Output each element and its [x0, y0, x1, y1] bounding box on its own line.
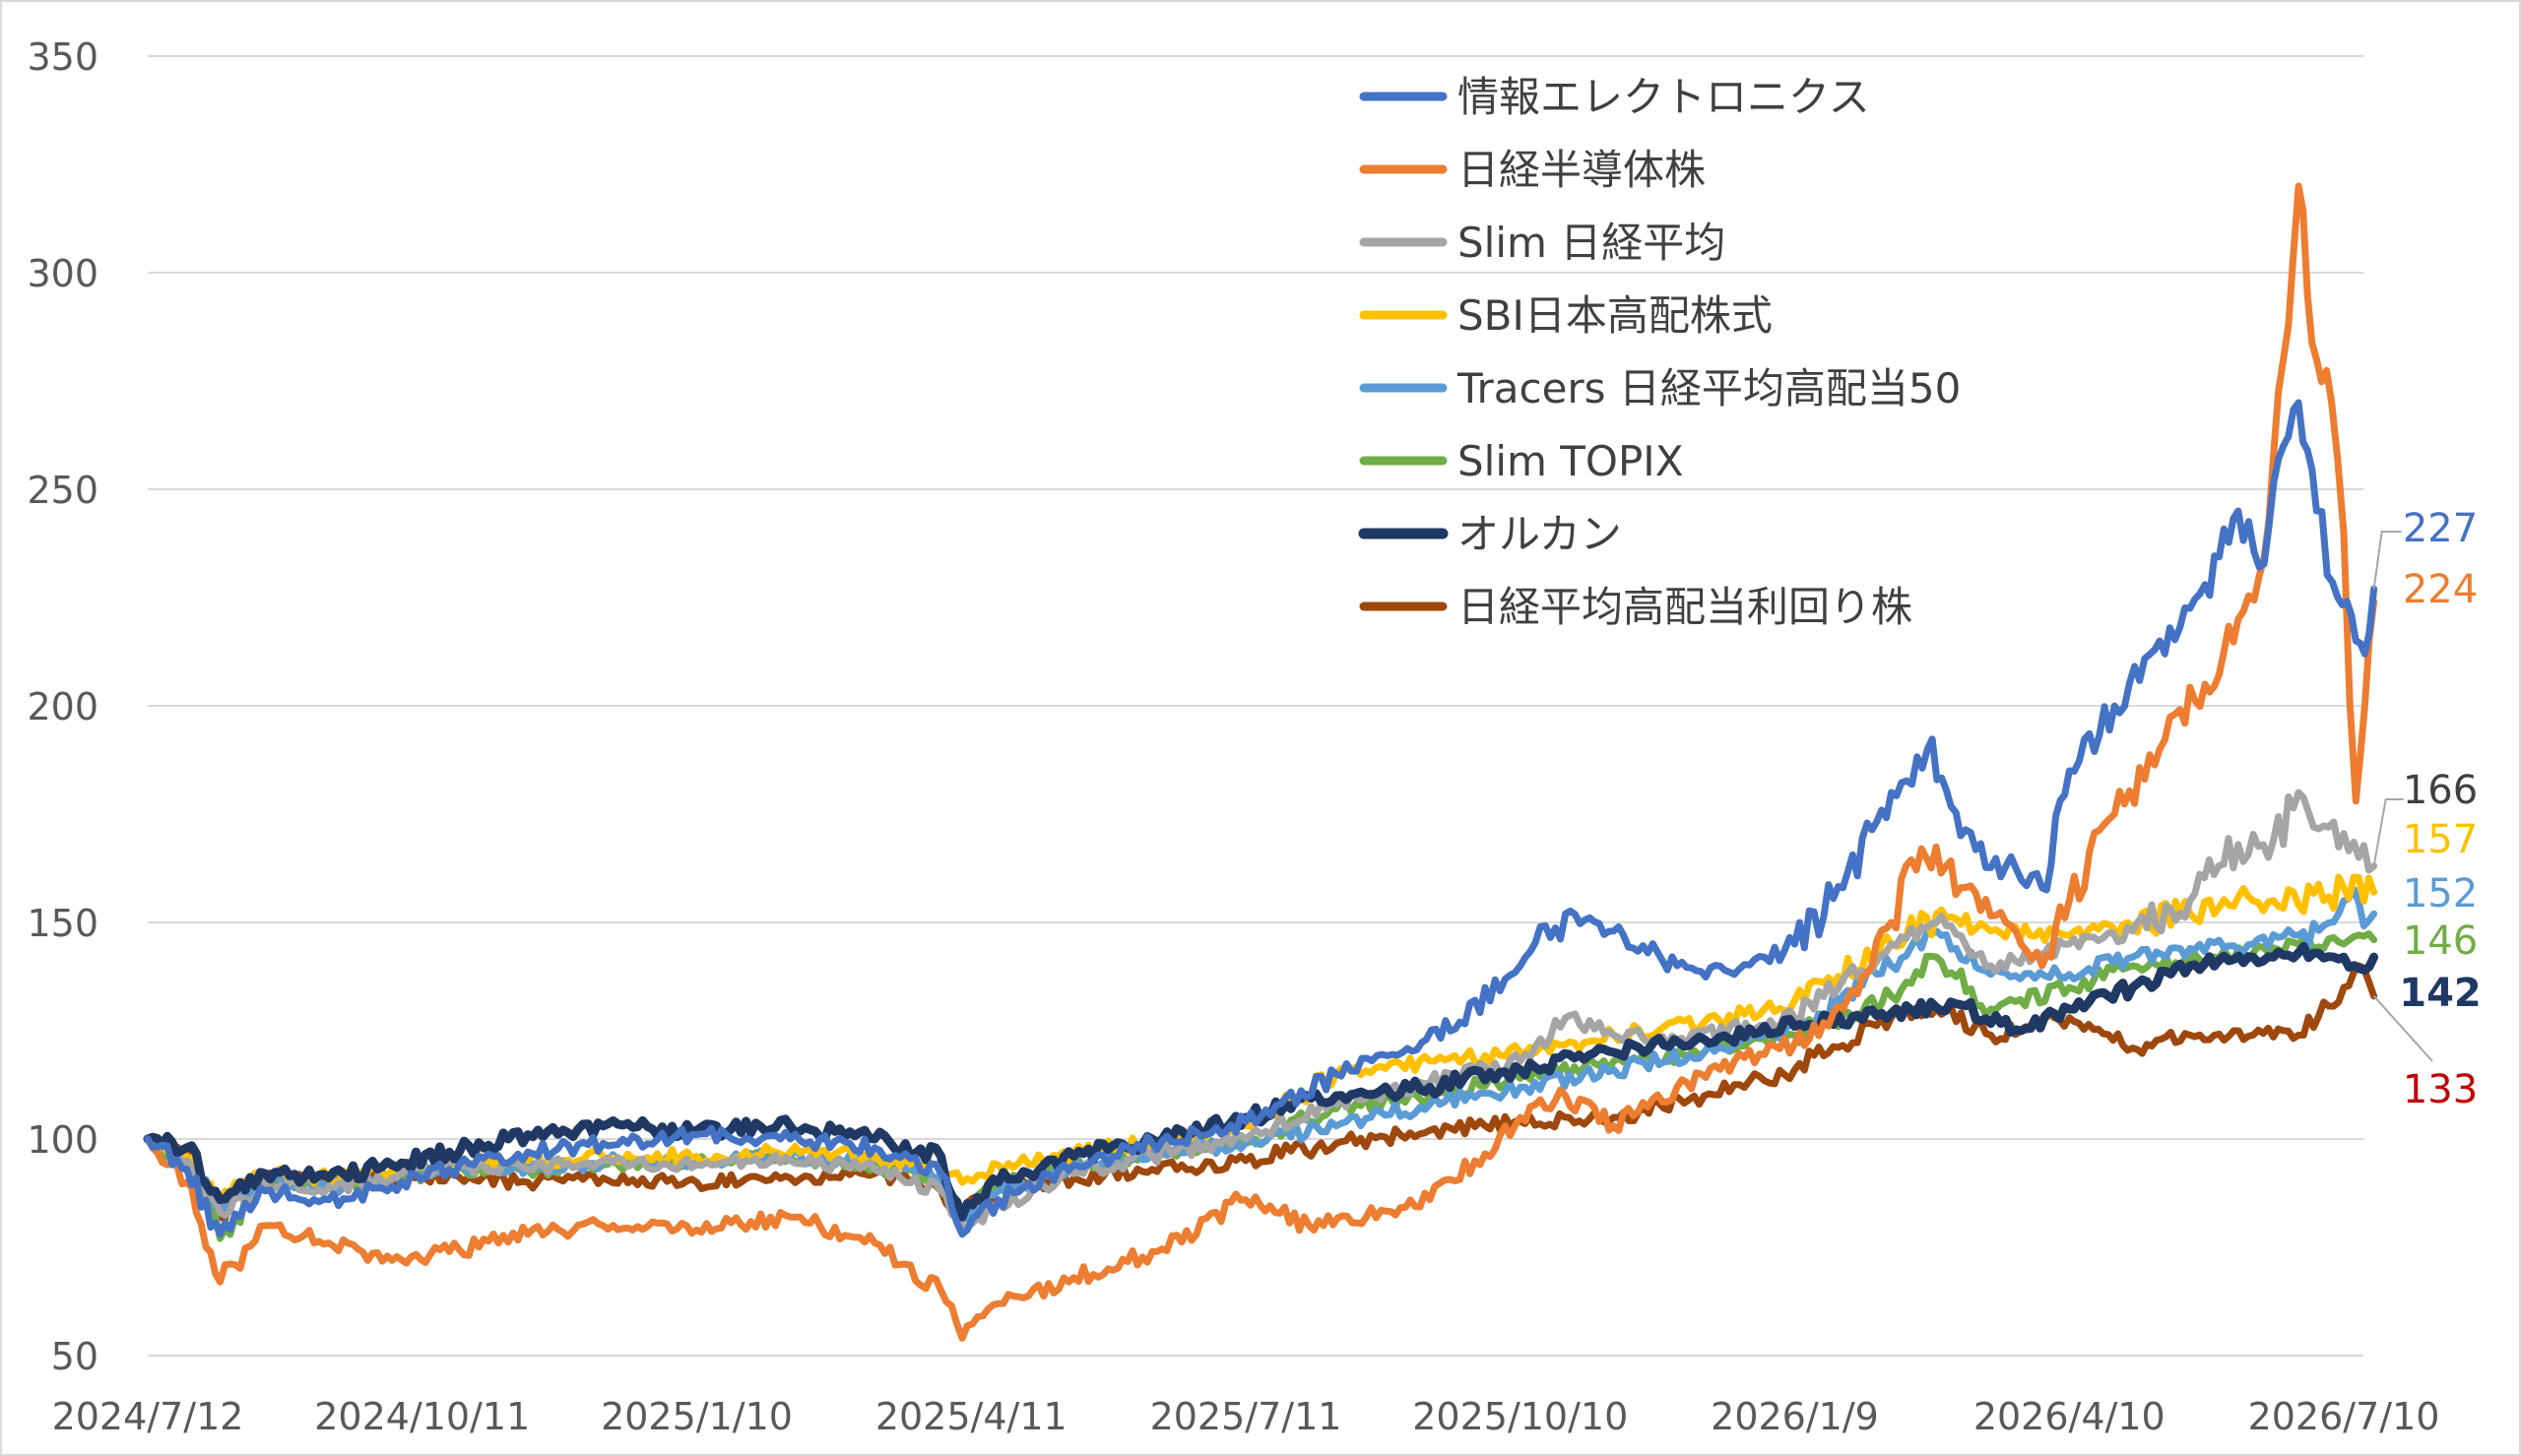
x-tick-label: 2024/10/11	[314, 1395, 530, 1438]
x-tick-label: 2026/7/10	[2248, 1395, 2440, 1438]
series-line	[144, 182, 2378, 1342]
x-tick-label: 2025/4/11	[875, 1395, 1067, 1438]
series-line	[144, 930, 2378, 1242]
x-axis-ticks: 2024/7/12 2024/10/11 2025/1/10 2025/4/11 202…	[52, 1395, 2440, 1438]
y-tick-label: 250	[27, 469, 98, 512]
legend-label: オルカン	[1457, 510, 1622, 558]
end-label: 146	[2403, 918, 2478, 964]
series-line	[143, 941, 2379, 1222]
x-tick-label: 2025/1/10	[601, 1395, 793, 1438]
series-lines	[143, 182, 2379, 1342]
legend-label: 情報エレクトロニクス	[1457, 73, 1870, 121]
series-line	[144, 399, 2378, 1238]
legend-label: Slim TOPIX	[1457, 437, 1683, 485]
y-tick-label: 50	[51, 1335, 98, 1378]
y-axis-ticks: 50 100 150 200 250 300 350	[27, 35, 98, 1378]
leader-line	[2372, 531, 2402, 590]
x-tick-label: 2025/7/11	[1150, 1395, 1342, 1438]
legend-label: 日経半導体株	[1457, 146, 1706, 194]
y-tick-label: 100	[27, 1118, 98, 1162]
x-tick-label: 2025/10/10	[1412, 1395, 1628, 1438]
legend-label: 日経平均高配当利回り株	[1457, 583, 1912, 631]
end-label: 133	[2403, 1067, 2478, 1112]
y-tick-label: 350	[27, 35, 98, 79]
series-line	[144, 789, 2378, 1232]
leader-line	[2372, 995, 2433, 1062]
end-label: 152	[2403, 871, 2478, 917]
y-tick-label: 150	[27, 902, 98, 945]
series-line	[144, 885, 2378, 1224]
end-label: 157	[2403, 817, 2478, 862]
end-label: 227	[2403, 506, 2478, 551]
x-tick-label: 2024/7/12	[52, 1395, 244, 1438]
series-line	[144, 873, 2378, 1206]
leader-line	[2372, 798, 2404, 866]
series-line	[144, 962, 2378, 1223]
y-tick-label: 200	[27, 685, 98, 728]
end-label-166: 166	[2402, 768, 2479, 813]
end-label: 142	[2399, 971, 2482, 1016]
end-label: 224	[2403, 567, 2478, 612]
end-label-leaders	[2372, 531, 2433, 1062]
x-tick-label: 2026/1/9	[1711, 1395, 1879, 1438]
y-tick-label: 300	[27, 252, 98, 295]
legend-label: SBI日本高配株式	[1457, 291, 1773, 340]
legend-label: Tracers 日経平均高配当50	[1456, 364, 1961, 412]
x-tick-label: 2026/4/10	[1973, 1395, 2165, 1438]
legend-label: Slim 日経平均	[1457, 219, 1725, 267]
